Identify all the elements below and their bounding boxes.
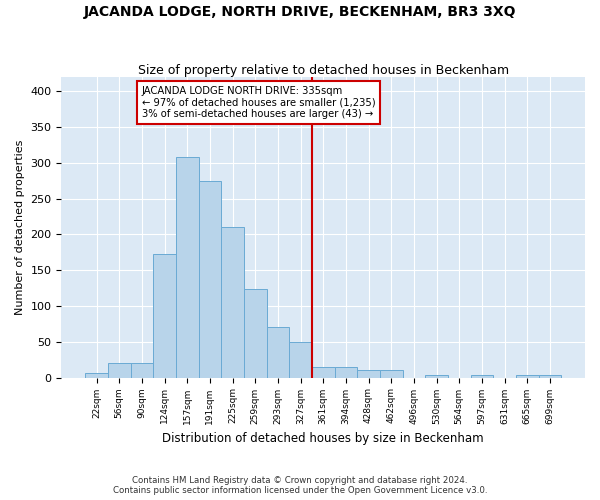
- Bar: [357, 370, 380, 378]
- Y-axis label: Number of detached properties: Number of detached properties: [15, 140, 25, 315]
- Bar: [108, 362, 131, 378]
- Bar: [221, 228, 244, 378]
- Bar: [85, 372, 108, 378]
- Bar: [266, 328, 289, 378]
- Bar: [425, 374, 448, 378]
- Bar: [131, 364, 153, 378]
- Text: JACANDA LODGE, NORTH DRIVE, BECKENHAM, BR3 3XQ: JACANDA LODGE, NORTH DRIVE, BECKENHAM, B…: [84, 5, 516, 19]
- X-axis label: Distribution of detached houses by size in Beckenham: Distribution of detached houses by size …: [163, 432, 484, 445]
- Bar: [153, 254, 176, 378]
- Bar: [244, 289, 266, 378]
- Bar: [199, 182, 221, 378]
- Title: Size of property relative to detached houses in Beckenham: Size of property relative to detached ho…: [137, 64, 509, 77]
- Bar: [289, 342, 312, 378]
- Bar: [176, 157, 199, 378]
- Bar: [539, 374, 561, 378]
- Bar: [470, 374, 493, 378]
- Text: Contains HM Land Registry data © Crown copyright and database right 2024.
Contai: Contains HM Land Registry data © Crown c…: [113, 476, 487, 495]
- Text: JACANDA LODGE NORTH DRIVE: 335sqm
← 97% of detached houses are smaller (1,235)
3: JACANDA LODGE NORTH DRIVE: 335sqm ← 97% …: [142, 86, 376, 119]
- Bar: [380, 370, 403, 378]
- Bar: [312, 367, 335, 378]
- Bar: [516, 374, 539, 378]
- Bar: [335, 367, 357, 378]
